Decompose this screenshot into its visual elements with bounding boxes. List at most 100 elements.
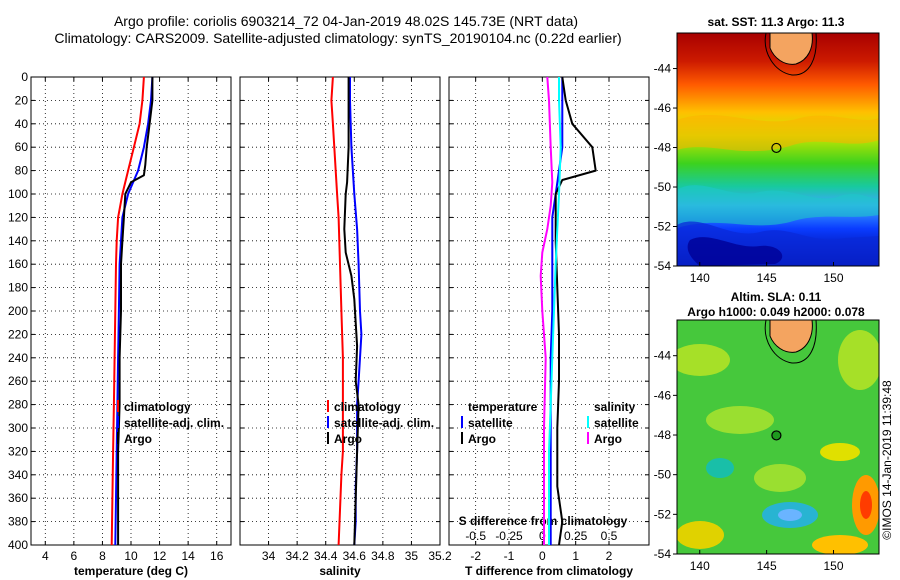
x-tick-label-salinity: 0.25 bbox=[564, 529, 588, 543]
y-tick-label: 300 bbox=[8, 421, 28, 435]
legend-label-satellite: satellite-adj. clim. bbox=[334, 416, 434, 430]
series-line-climatology bbox=[330, 76, 344, 546]
sla-patch bbox=[706, 406, 774, 434]
legend-label-climatology: climatology bbox=[334, 400, 401, 414]
depth-contour bbox=[764, 320, 817, 364]
map-y-tick-label: -52 bbox=[654, 220, 672, 234]
x-tick-label: 12 bbox=[153, 549, 167, 563]
y-tick-label: 140 bbox=[8, 234, 28, 248]
series-line-argo bbox=[117, 77, 154, 545]
sla-map-axes: 140 145 150 -44 -46 -48 -50 -52 -54 bbox=[654, 349, 844, 573]
x-tick-label: 0 bbox=[539, 549, 546, 563]
x-tick-label: 34.2 bbox=[285, 549, 309, 563]
series-line-argo bbox=[343, 77, 360, 546]
y-tick-label: 360 bbox=[8, 491, 28, 505]
x-tick-label-salinity: 0.5 bbox=[601, 529, 618, 543]
x-tick-label: 34.6 bbox=[343, 549, 367, 563]
sst-map-title: sat. SST: 11.3 Argo: 11.3 bbox=[708, 15, 845, 29]
map-x-tick-label: 140 bbox=[690, 271, 710, 285]
y-tick-label: 160 bbox=[8, 257, 28, 271]
legend-label-s-argo: Argo bbox=[594, 432, 622, 446]
y-tick-label: 40 bbox=[15, 117, 29, 131]
x-tick-label: 35 bbox=[405, 549, 419, 563]
sla-low-core bbox=[778, 509, 802, 521]
map-y-tick-label: -54 bbox=[654, 259, 672, 273]
series-line-t-satellite bbox=[549, 77, 564, 545]
y-tick-label: 80 bbox=[15, 164, 29, 178]
sla-patch bbox=[812, 535, 868, 554]
y-tick-label: 340 bbox=[8, 468, 28, 482]
salinity-panel: 34 34.2 34.4 34.6 34.8 35 35.2 salinity bbox=[239, 76, 452, 578]
x-tick-label: 16 bbox=[210, 549, 224, 563]
y-tick-label: 200 bbox=[8, 304, 28, 318]
temperature-legend: climatology satellite-adj. clim. Argo bbox=[117, 400, 224, 446]
sla-map-frame bbox=[676, 319, 880, 555]
x-tick-label: 2 bbox=[606, 549, 613, 563]
y-tick-label: 60 bbox=[15, 140, 29, 154]
legend-label-argo: Argo bbox=[334, 432, 362, 446]
sla-low-patch bbox=[706, 458, 734, 478]
sla-patch bbox=[754, 464, 806, 492]
x-axis-label: salinity bbox=[319, 564, 361, 578]
legend-label-t-satellite: satellite bbox=[468, 416, 513, 430]
map-y-tick-label: -50 bbox=[654, 180, 672, 194]
sla-high-core bbox=[860, 491, 872, 519]
x-tick-label: 6 bbox=[71, 549, 78, 563]
legend-label-t-argo: Argo bbox=[468, 432, 496, 446]
map-y-tick-label: -44 bbox=[654, 62, 672, 76]
sst-map-frame bbox=[676, 32, 880, 267]
y-tick-label: 240 bbox=[8, 351, 28, 365]
series-line-climatology bbox=[110, 76, 145, 546]
x-tick-label: 34.4 bbox=[314, 549, 338, 563]
series-line-s-satellite bbox=[548, 77, 562, 545]
map-y-tick-label: -46 bbox=[654, 388, 672, 402]
map-y-tick-label: -48 bbox=[654, 428, 672, 442]
x-tick-label: 4 bbox=[42, 549, 49, 563]
difference-legend: temperature satellite Argo salinity sate… bbox=[461, 400, 639, 446]
sla-patch bbox=[677, 344, 730, 376]
float-position-marker bbox=[771, 430, 782, 441]
y-tick-label: 380 bbox=[8, 515, 28, 529]
sla-map-title-2: Argo h1000: 0.049 h2000: 0.078 bbox=[687, 305, 865, 319]
x-tick-label-salinity: -0.25 bbox=[495, 529, 523, 543]
map-x-tick-label: 140 bbox=[690, 559, 710, 573]
sla-patch bbox=[820, 443, 860, 461]
x-axis-label: T difference from climatology bbox=[465, 564, 633, 578]
temperature-panel: 4 6 8 10 12 14 1602040608010012014016018020022… bbox=[8, 70, 232, 578]
legend-label-satellite: satellite-adj. clim. bbox=[124, 416, 224, 430]
sla-map: 140 145 150 -44 -46 -48 -50 -52 -54 bbox=[654, 319, 880, 573]
legend-heading-temperature: temperature bbox=[468, 400, 538, 414]
map-y-tick-label: -50 bbox=[654, 468, 672, 482]
depth-contour bbox=[764, 33, 817, 76]
x-tick-label: 10 bbox=[124, 549, 138, 563]
x-tick-label: 1 bbox=[572, 549, 579, 563]
sst-map: 140 145 150 -44 -46 -48 -50 -52 -54 bbox=[654, 32, 880, 285]
map-x-tick-label: 145 bbox=[757, 559, 777, 573]
y-tick-label: 120 bbox=[8, 210, 28, 224]
x-tick-label: 8 bbox=[99, 549, 106, 563]
series-line-s-argo bbox=[539, 76, 554, 545]
sst-cool-band bbox=[677, 185, 879, 228]
y-tick-label: 220 bbox=[8, 327, 28, 341]
legend-heading-salinity: salinity bbox=[594, 400, 636, 414]
y-tick-label: 20 bbox=[15, 93, 29, 107]
map-x-tick-label: 150 bbox=[824, 559, 844, 573]
sst-warm-band bbox=[677, 115, 879, 152]
map-y-tick-label: -54 bbox=[654, 547, 672, 561]
sla-map-title-1: Altim. SLA: 0.11 bbox=[731, 290, 822, 304]
tasmania-land bbox=[769, 320, 813, 353]
y-tick-label: 320 bbox=[8, 444, 28, 458]
x-tick-label: -2 bbox=[470, 549, 481, 563]
x-axis-label: temperature (deg C) bbox=[74, 564, 188, 578]
x-tick-label: 34 bbox=[262, 549, 276, 563]
x-tick-label: 14 bbox=[181, 549, 195, 563]
legend-label-climatology: climatology bbox=[124, 400, 191, 414]
tasmania-land bbox=[769, 33, 813, 65]
map-y-tick-label: -52 bbox=[654, 507, 672, 521]
x-tick-label: 35.2 bbox=[428, 549, 452, 563]
salinity-legend: climatology satellite-adj. clim. Argo bbox=[327, 400, 434, 446]
x-tick-label: -1 bbox=[504, 549, 515, 563]
series-line-satellite-adj-clim- bbox=[114, 76, 154, 546]
